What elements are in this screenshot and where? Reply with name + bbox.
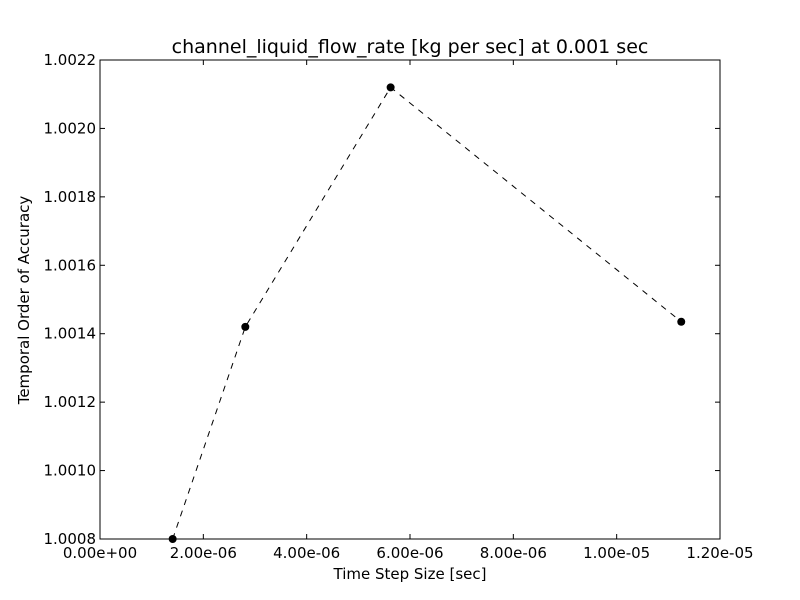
x-axis: 0.00e+00 2.00e-06 4.00e-06 6.00e-06 8.00e-06… <box>63 60 754 562</box>
y-tick-label: 1.0020 <box>44 119 97 137</box>
x-tick-label: 8.00e-06 <box>480 544 547 562</box>
data-point <box>677 317 686 326</box>
data-point <box>386 83 395 92</box>
series-layer <box>168 83 686 543</box>
y-axis: 1.0008 1.0010 1.0012 1.0014 1.0016 1.0018 1.00… <box>44 51 720 548</box>
plot-area-frame <box>99 59 721 540</box>
y-tick-label: 1.0018 <box>44 188 97 206</box>
data-point <box>168 535 177 543</box>
x-axis-label: Time Step Size [sec] <box>333 565 487 583</box>
y-tick-label: 1.0010 <box>44 462 97 480</box>
y-tick-label: 1.0012 <box>44 393 97 411</box>
data-point <box>241 322 250 331</box>
x-tick-label: 6.00e-06 <box>376 544 443 562</box>
y-tick-label: 1.0008 <box>44 530 97 548</box>
x-tick-label: 2.00e-06 <box>170 544 237 562</box>
x-tick-label: 4.00e-06 <box>273 544 340 562</box>
chart-title: channel_liquid_flow_rate [kg per sec] at… <box>172 36 649 58</box>
x-tick-label: 1.20e-05 <box>686 544 753 562</box>
y-axis-label: Temporal Order of Accuracy <box>15 196 33 406</box>
series-line <box>172 86 682 540</box>
x-tick-label: 0.00e+00 <box>63 544 137 562</box>
y-tick-label: 1.0016 <box>44 256 97 274</box>
y-tick-label: 1.0014 <box>44 325 97 343</box>
x-tick-label: 1.00e-05 <box>583 544 650 562</box>
y-tick-label: 1.0022 <box>44 51 97 69</box>
